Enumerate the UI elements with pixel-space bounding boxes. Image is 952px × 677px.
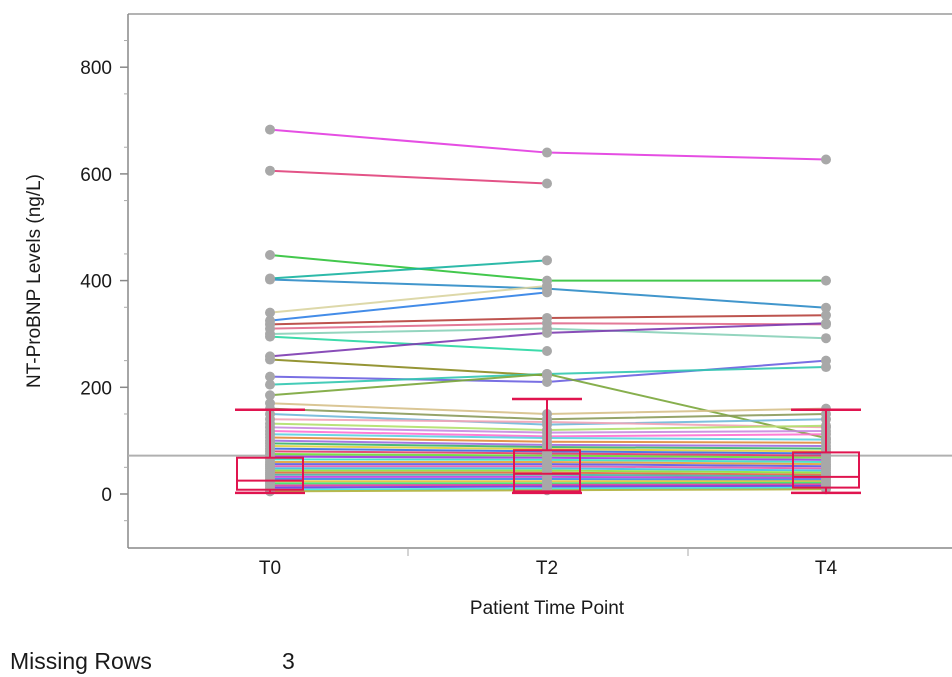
data-point xyxy=(821,333,831,344)
missing-rows-label: Missing Rows xyxy=(10,648,152,674)
data-point xyxy=(821,275,831,286)
y-axis-title: NT-ProBNP Levels (ng/L) xyxy=(24,174,45,388)
data-point xyxy=(821,362,831,373)
y-axis: 0 200 400 600 800 xyxy=(80,40,128,522)
box-plots xyxy=(235,397,861,495)
data-point xyxy=(265,124,275,135)
y-tick-label: 0 xyxy=(101,485,112,506)
data-point xyxy=(265,390,275,401)
data-point xyxy=(542,255,552,266)
box-iqr xyxy=(792,451,860,489)
series-line xyxy=(269,259,548,280)
missing-rows-value: 3 xyxy=(282,648,295,674)
data-point xyxy=(265,307,275,318)
y-tick-label: 800 xyxy=(80,58,112,79)
data-point xyxy=(542,368,552,379)
series-line xyxy=(269,169,548,185)
x-axis: T0 T2 T4 xyxy=(259,548,838,579)
box-plot xyxy=(791,408,861,495)
data-point xyxy=(265,331,275,342)
x-tick-label: T0 xyxy=(259,558,281,579)
data-point xyxy=(265,379,275,390)
missing-rows-row: Missing Rows 3 xyxy=(10,648,295,675)
data-point xyxy=(821,154,831,165)
x-tick-label: T4 xyxy=(815,558,838,579)
series-line xyxy=(269,284,548,314)
box-plot xyxy=(235,408,305,495)
x-axis-title: Patient Time Point xyxy=(470,598,625,619)
data-point xyxy=(542,287,552,298)
data-point xyxy=(542,147,552,158)
data-point xyxy=(542,346,552,357)
data-point xyxy=(542,376,552,387)
data-point xyxy=(542,178,552,189)
box-iqr xyxy=(513,449,581,493)
box-plot xyxy=(512,397,582,495)
data-point xyxy=(821,318,831,329)
y-tick-label: 400 xyxy=(80,272,112,293)
series-line xyxy=(269,358,548,377)
data-point xyxy=(265,371,275,382)
data-point xyxy=(265,165,275,176)
data-point xyxy=(265,274,275,285)
y-tick-label: 600 xyxy=(80,165,112,186)
data-point xyxy=(821,310,831,321)
data-point xyxy=(821,302,831,313)
data-point xyxy=(542,327,552,338)
data-point xyxy=(265,249,275,260)
data-point xyxy=(265,354,275,365)
box-iqr xyxy=(236,456,304,491)
x-tick-label: T2 xyxy=(536,558,558,579)
y-tick-label: 200 xyxy=(80,378,112,399)
series-line xyxy=(269,291,548,322)
